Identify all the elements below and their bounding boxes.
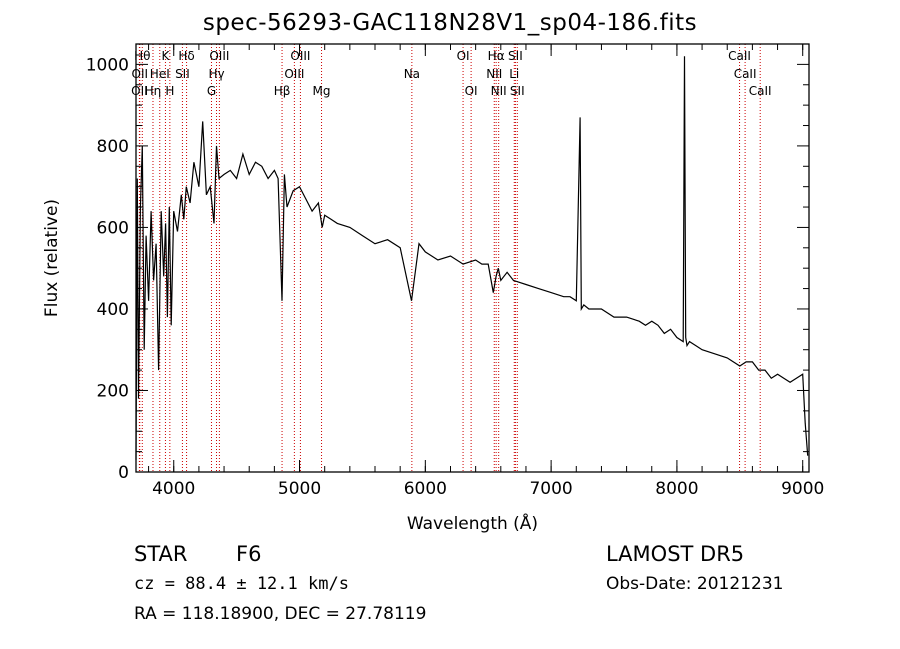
spectral-line-label: Hθ [134, 49, 150, 63]
spectral-line-label: CaII [728, 49, 751, 63]
y-tick-label: 200 [97, 381, 129, 401]
x-tick-label: 5000 [278, 479, 321, 499]
x-tick-label: 7000 [529, 479, 572, 499]
spectral-line-label: OIII [209, 49, 229, 63]
spectral-lines-layer [138, 44, 761, 472]
observation-date: Obs-Date: 20121231 [606, 574, 784, 594]
spectral-line-label: G [207, 84, 216, 98]
spectral-line-label: OIII [290, 49, 310, 63]
spectral-line-label: Hγ [208, 67, 224, 81]
spectral-line-label: H [165, 84, 174, 98]
spectral-line-label: Hη [145, 84, 162, 98]
axes-layer: 4000 5000 6000 7000 8000 9000 0 200 400 600 800 100… [42, 43, 824, 534]
spectral-line-label: HeI [150, 67, 170, 81]
plot-frame [135, 43, 810, 473]
chart-title: spec-56293-GAC118N28V1_sp04-186.fits [202, 10, 698, 36]
spectral-line-label: SII [508, 49, 523, 63]
spectral-line-label: Mg [313, 84, 331, 98]
spectral-line-label: SII [175, 67, 190, 81]
spectral-line-label: Hδ [178, 49, 194, 63]
spectral-line-label: CaII [734, 67, 757, 81]
spectral-line-label: SII [510, 84, 525, 98]
x-axis-label: Wavelength (Å) [407, 512, 538, 534]
spectral-line-label: Hα [488, 49, 505, 63]
x-tick-label: 4000 [152, 479, 195, 499]
spectral-line-label: OI [457, 49, 470, 63]
spectral-line-labels-layer: HθOIIOIIHηHeIKHSIIHδGHγOIIIHβOIIIOIIIMgN… [131, 49, 771, 98]
y-tick-label: 800 [97, 137, 129, 157]
spectral-line-label: Li [509, 67, 519, 81]
spectral-line-label: OII [131, 84, 148, 98]
spectral-line-label: CaII [749, 84, 772, 98]
spectrum-series-layer [135, 56, 809, 460]
object-subclass: F6 [236, 542, 262, 566]
ra-dec-coordinates: RA = 118.18900, DEC = 27.78119 [134, 604, 427, 624]
spectral-line-label: OII [132, 67, 149, 81]
spectral-line-label: OIII [284, 67, 304, 81]
x-tick-label: 8000 [655, 479, 698, 499]
x-tick-label: 6000 [404, 479, 447, 499]
y-tick-label: 400 [97, 300, 129, 320]
x-tick-label: 9000 [781, 479, 824, 499]
spectral-line-label: OI [465, 84, 478, 98]
spectral-line-label: NII [486, 67, 502, 81]
y-tick-label: 0 [118, 463, 129, 483]
spectral-line-label: Hβ [274, 84, 291, 98]
survey-name: LAMOST DR5 [606, 542, 745, 566]
y-tick-label: 1000 [86, 55, 129, 75]
y-axis-label: Flux (relative) [42, 199, 62, 317]
redshift-cz: cz = 88.4 ± 12.1 km/s [134, 574, 349, 594]
spectral-line-label: NII [491, 84, 507, 98]
spectral-line-label: Na [404, 67, 420, 81]
y-tick-label: 600 [97, 218, 129, 238]
spectrum-line [135, 56, 809, 460]
spectral-line-label: K [161, 49, 170, 63]
object-class: STAR [134, 542, 188, 566]
